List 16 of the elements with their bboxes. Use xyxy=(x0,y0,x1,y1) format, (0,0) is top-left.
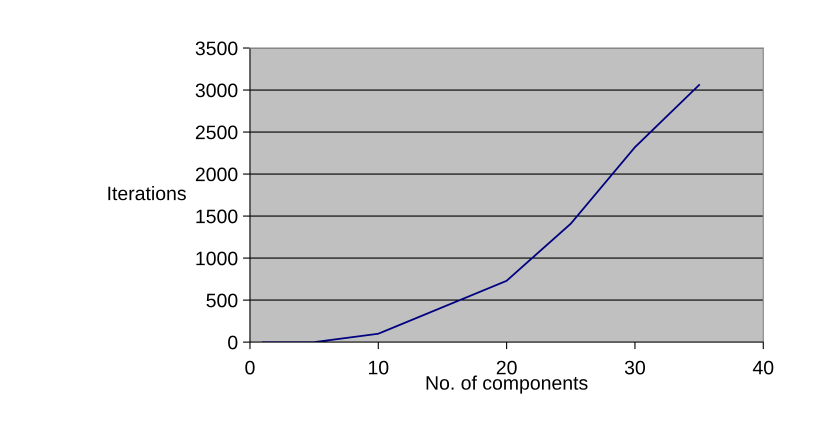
x-tick-label: 40 xyxy=(752,360,774,374)
y-tick-label: 1500 xyxy=(196,210,238,224)
x-axis-title: No. of components xyxy=(426,376,588,394)
y-tick-label: 1000 xyxy=(196,252,238,266)
y-tick-label: 3500 xyxy=(196,41,238,56)
y-tick-label: 2000 xyxy=(196,168,238,182)
x-tick-label: 30 xyxy=(624,360,645,374)
x-tick-label: 10 xyxy=(368,360,388,374)
y-tick-label: 500 xyxy=(206,294,238,308)
y-tick-label: 3000 xyxy=(196,84,238,98)
line-series xyxy=(262,84,700,342)
y-tick-label: 2500 xyxy=(196,126,238,140)
x-tick-label: 20 xyxy=(496,360,517,374)
y-axis-title: Iterations xyxy=(108,186,186,200)
y-tick-label: 0 xyxy=(228,336,238,350)
x-tick-label: 0 xyxy=(245,360,255,374)
